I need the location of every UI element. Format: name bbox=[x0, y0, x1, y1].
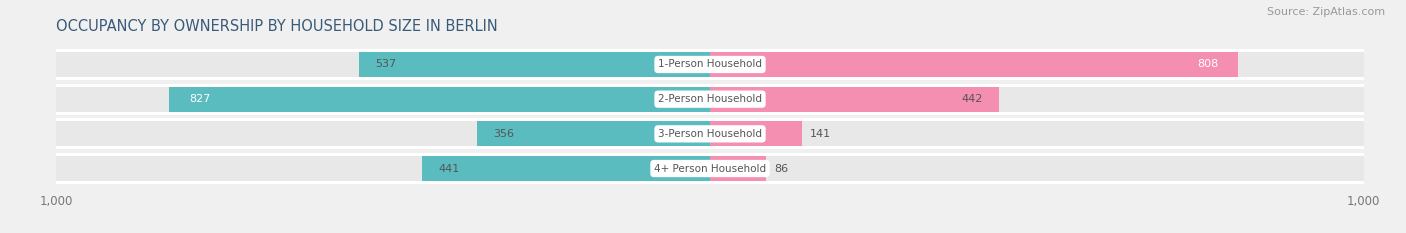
Text: 1-Person Household: 1-Person Household bbox=[658, 59, 762, 69]
Bar bbox=[710, 121, 803, 146]
Bar bbox=[56, 118, 1364, 149]
Text: 827: 827 bbox=[188, 94, 211, 104]
Bar bbox=[477, 121, 710, 146]
Text: 441: 441 bbox=[439, 164, 460, 174]
Bar bbox=[710, 156, 766, 181]
Bar bbox=[56, 121, 1364, 146]
Text: 537: 537 bbox=[375, 59, 396, 69]
Text: OCCUPANCY BY OWNERSHIP BY HOUSEHOLD SIZE IN BERLIN: OCCUPANCY BY OWNERSHIP BY HOUSEHOLD SIZE… bbox=[56, 19, 498, 34]
Text: 4+ Person Household: 4+ Person Household bbox=[654, 164, 766, 174]
Text: 356: 356 bbox=[494, 129, 515, 139]
Bar bbox=[710, 87, 1000, 112]
Text: 808: 808 bbox=[1198, 59, 1219, 69]
Bar bbox=[710, 52, 1239, 77]
Text: 3-Person Household: 3-Person Household bbox=[658, 129, 762, 139]
Bar bbox=[359, 52, 710, 77]
Text: 442: 442 bbox=[962, 94, 983, 104]
Bar bbox=[56, 156, 1364, 181]
Bar bbox=[56, 84, 1364, 115]
Text: 141: 141 bbox=[810, 129, 831, 139]
Bar bbox=[56, 153, 1364, 184]
Bar bbox=[56, 52, 1364, 77]
Bar bbox=[56, 49, 1364, 80]
Bar bbox=[422, 156, 710, 181]
Text: Source: ZipAtlas.com: Source: ZipAtlas.com bbox=[1267, 7, 1385, 17]
Text: 86: 86 bbox=[775, 164, 789, 174]
Bar bbox=[56, 87, 1364, 112]
Bar bbox=[169, 87, 710, 112]
Text: 2-Person Household: 2-Person Household bbox=[658, 94, 762, 104]
